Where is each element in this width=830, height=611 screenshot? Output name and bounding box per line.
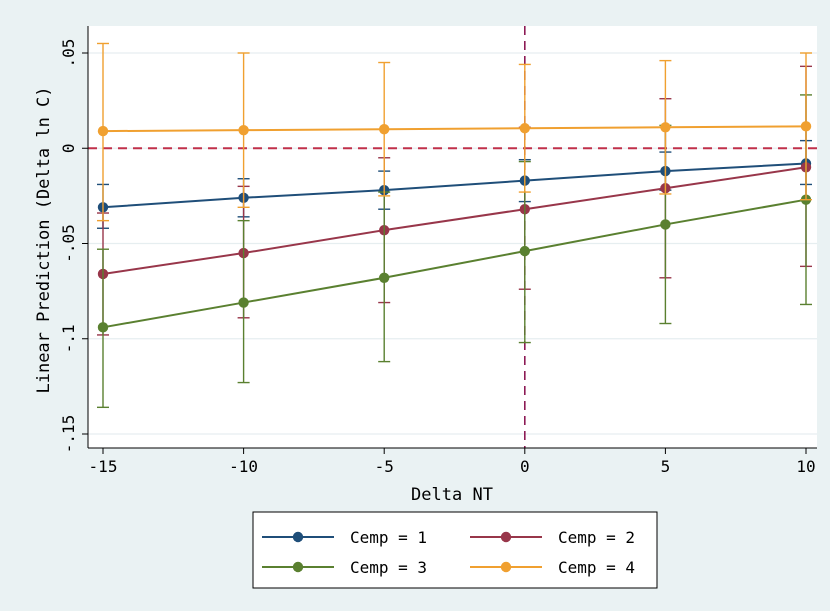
legend-swatch-marker [500, 561, 512, 573]
y-tick-label: .05 [59, 39, 78, 68]
y-tick-label: -.05 [59, 224, 78, 263]
data-point [660, 219, 671, 230]
x-tick-label: -5 [375, 457, 394, 476]
legend-label: Cemp = 4 [558, 558, 635, 577]
data-point [379, 272, 390, 283]
legend: Cemp = 1 Cemp = 2 Cemp = 3 Cemp = 4 [252, 511, 658, 589]
x-tick-label: -15 [89, 457, 118, 476]
series-line [102, 162, 807, 209]
series-cemp-4 [97, 42, 812, 222]
series-layer [97, 42, 812, 409]
data-point [238, 124, 249, 136]
axes: .05 0 -.05 -.1 -.15 -15 -10 -5 0 5 10 [59, 26, 817, 476]
legend-swatch-marker [292, 531, 304, 543]
legend-label: Cemp = 3 [350, 558, 427, 577]
data-point [519, 123, 530, 134]
legend-label: Cemp = 2 [558, 528, 635, 547]
data-point [519, 245, 530, 257]
legend-swatch-marker [292, 561, 304, 573]
legend-box [252, 511, 658, 589]
data-point [800, 121, 812, 132]
data-point [379, 124, 390, 135]
data-point [97, 322, 109, 333]
data-point [238, 297, 249, 308]
plot-background [88, 26, 817, 448]
legend-swatch-marker [500, 531, 512, 543]
legend-label: Cemp = 1 [350, 528, 427, 547]
series-line [102, 166, 807, 275]
series-line [102, 198, 807, 329]
data-point [97, 125, 109, 137]
y-tick-label: -.1 [59, 324, 78, 353]
y-tick-label: -.15 [59, 415, 78, 454]
series-line [102, 125, 807, 133]
x-tick-label: 5 [661, 457, 671, 476]
x-axis-label: Delta NT [411, 485, 493, 505]
y-tick-label: 0 [59, 143, 78, 153]
x-tick-label: 0 [520, 457, 530, 476]
data-point [660, 122, 671, 133]
x-tick-label: 10 [796, 457, 815, 476]
x-tick-label: -10 [229, 457, 258, 476]
y-axis-label: Linear Prediction (Delta ln C) [34, 86, 54, 393]
